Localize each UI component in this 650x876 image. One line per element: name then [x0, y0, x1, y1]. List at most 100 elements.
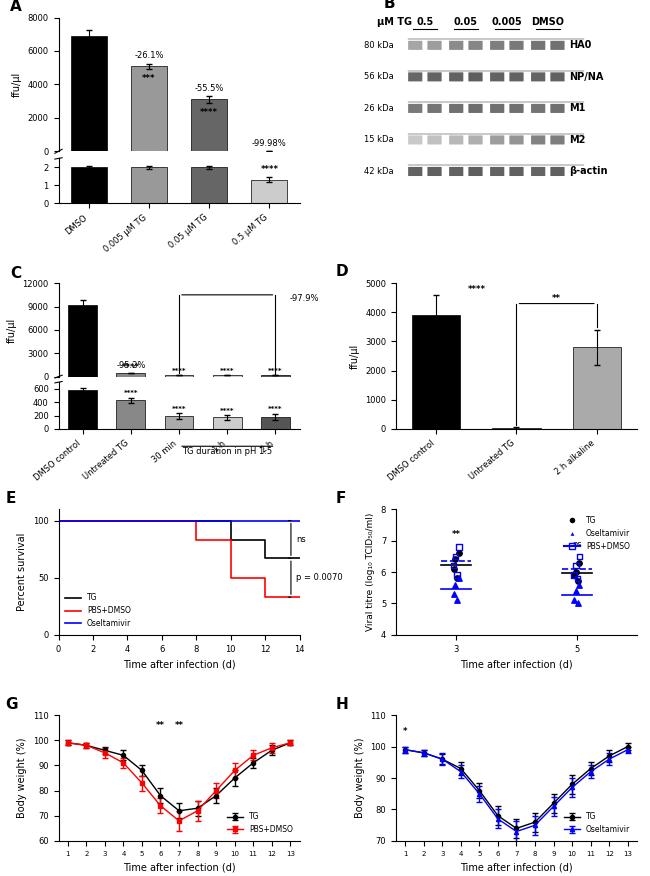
- Text: -97.9%: -97.9%: [290, 294, 319, 303]
- PBS+DMSO: [261, 592, 269, 603]
- FancyBboxPatch shape: [551, 167, 565, 176]
- Text: *: *: [403, 727, 408, 736]
- Oseltamivir: [296, 515, 304, 526]
- Text: **: **: [552, 293, 561, 302]
- PBS+DMSO: [124, 515, 131, 526]
- FancyBboxPatch shape: [469, 136, 482, 145]
- Oseltamivir: [124, 515, 131, 526]
- Point: [448, 559, 459, 573]
- TG: [296, 553, 304, 563]
- Legend: TG, PBS+DMSO, Oseltamivir: TG, PBS+DMSO, Oseltamivir: [62, 590, 134, 631]
- FancyBboxPatch shape: [469, 73, 482, 81]
- Point: [574, 577, 584, 591]
- Text: 26 kDa: 26 kDa: [364, 104, 393, 113]
- Point: [450, 553, 460, 567]
- Text: ****: ****: [261, 166, 278, 174]
- PBS+DMSO: [158, 515, 166, 526]
- Text: -99.98%: -99.98%: [252, 139, 287, 148]
- Text: M2: M2: [569, 135, 586, 145]
- Y-axis label: ffu/µl: ffu/µl: [7, 317, 17, 343]
- FancyBboxPatch shape: [490, 136, 504, 145]
- FancyBboxPatch shape: [490, 104, 504, 113]
- FancyBboxPatch shape: [449, 41, 463, 50]
- Text: B: B: [384, 0, 396, 11]
- FancyBboxPatch shape: [449, 73, 463, 81]
- Text: ****: ****: [124, 390, 138, 396]
- Point: [574, 549, 584, 563]
- FancyBboxPatch shape: [428, 73, 441, 81]
- PBS+DMSO: [227, 572, 235, 583]
- X-axis label: Time after infection (d): Time after infection (d): [123, 660, 235, 669]
- FancyBboxPatch shape: [490, 73, 504, 81]
- Bar: [116, 373, 145, 377]
- TG: [158, 515, 166, 526]
- FancyBboxPatch shape: [531, 73, 545, 81]
- Y-axis label: ffu/µl: ffu/µl: [350, 343, 359, 369]
- Point: [569, 569, 579, 583]
- Text: β-actin: β-actin: [569, 166, 608, 176]
- Text: **: **: [174, 721, 183, 730]
- Text: A: A: [10, 0, 22, 14]
- Oseltamivir: [89, 515, 97, 526]
- Point: [571, 584, 581, 598]
- Point: [450, 549, 460, 563]
- TG: [124, 515, 131, 526]
- X-axis label: Time after infection (d): Time after infection (d): [460, 660, 573, 669]
- FancyBboxPatch shape: [449, 167, 463, 176]
- Bar: [252, 180, 287, 203]
- Text: ****: ****: [200, 108, 218, 117]
- Point: [571, 565, 581, 579]
- Point: [448, 562, 459, 576]
- Bar: [213, 375, 242, 377]
- Text: NP/NA: NP/NA: [569, 72, 604, 81]
- Point: [569, 593, 579, 607]
- Bar: [213, 417, 242, 429]
- FancyBboxPatch shape: [490, 167, 504, 176]
- Text: **: **: [452, 530, 461, 540]
- FancyBboxPatch shape: [531, 167, 545, 176]
- Text: 56 kDa: 56 kDa: [364, 73, 393, 81]
- Text: ****: ****: [172, 368, 187, 374]
- FancyBboxPatch shape: [428, 167, 441, 176]
- Text: -95.2%: -95.2%: [116, 362, 146, 371]
- Text: ****: ****: [268, 406, 283, 413]
- Text: 0.005: 0.005: [491, 17, 522, 27]
- X-axis label: Time after infection (d): Time after infection (d): [460, 862, 573, 872]
- FancyBboxPatch shape: [428, 104, 441, 113]
- Point: [574, 555, 584, 569]
- Text: ****: ****: [220, 407, 235, 413]
- TG: [89, 515, 97, 526]
- TG: [192, 515, 200, 526]
- Bar: [191, 100, 228, 152]
- Bar: [191, 167, 228, 203]
- Bar: [68, 390, 97, 429]
- Y-axis label: Body weight (%): Body weight (%): [355, 738, 365, 818]
- Text: G: G: [5, 696, 18, 712]
- Bar: [261, 375, 290, 377]
- Point: [573, 597, 583, 611]
- Bar: [573, 347, 621, 429]
- Text: HA0: HA0: [569, 40, 592, 50]
- Text: H: H: [335, 696, 348, 712]
- Point: [452, 569, 462, 583]
- FancyBboxPatch shape: [510, 41, 524, 50]
- Bar: [131, 167, 167, 203]
- FancyBboxPatch shape: [531, 136, 545, 145]
- Text: 0.5: 0.5: [416, 17, 434, 27]
- Legend: TG, PBS+DMSO: TG, PBS+DMSO: [224, 809, 296, 837]
- Text: ****: ****: [467, 285, 486, 294]
- Bar: [71, 167, 107, 203]
- Text: 42 kDa: 42 kDa: [364, 167, 393, 176]
- Text: ****: ****: [261, 159, 278, 169]
- FancyBboxPatch shape: [510, 73, 524, 81]
- FancyBboxPatch shape: [551, 41, 565, 50]
- Bar: [116, 400, 145, 429]
- X-axis label: Time after infection (d): Time after infection (d): [123, 862, 235, 872]
- Text: TG duration in pH 1.5: TG duration in pH 1.5: [182, 448, 272, 456]
- FancyBboxPatch shape: [449, 104, 463, 113]
- Text: ****: ****: [122, 364, 140, 372]
- Text: ****: ****: [220, 369, 235, 374]
- Text: M1: M1: [569, 103, 586, 113]
- Bar: [131, 66, 167, 152]
- Oseltamivir: [55, 515, 62, 526]
